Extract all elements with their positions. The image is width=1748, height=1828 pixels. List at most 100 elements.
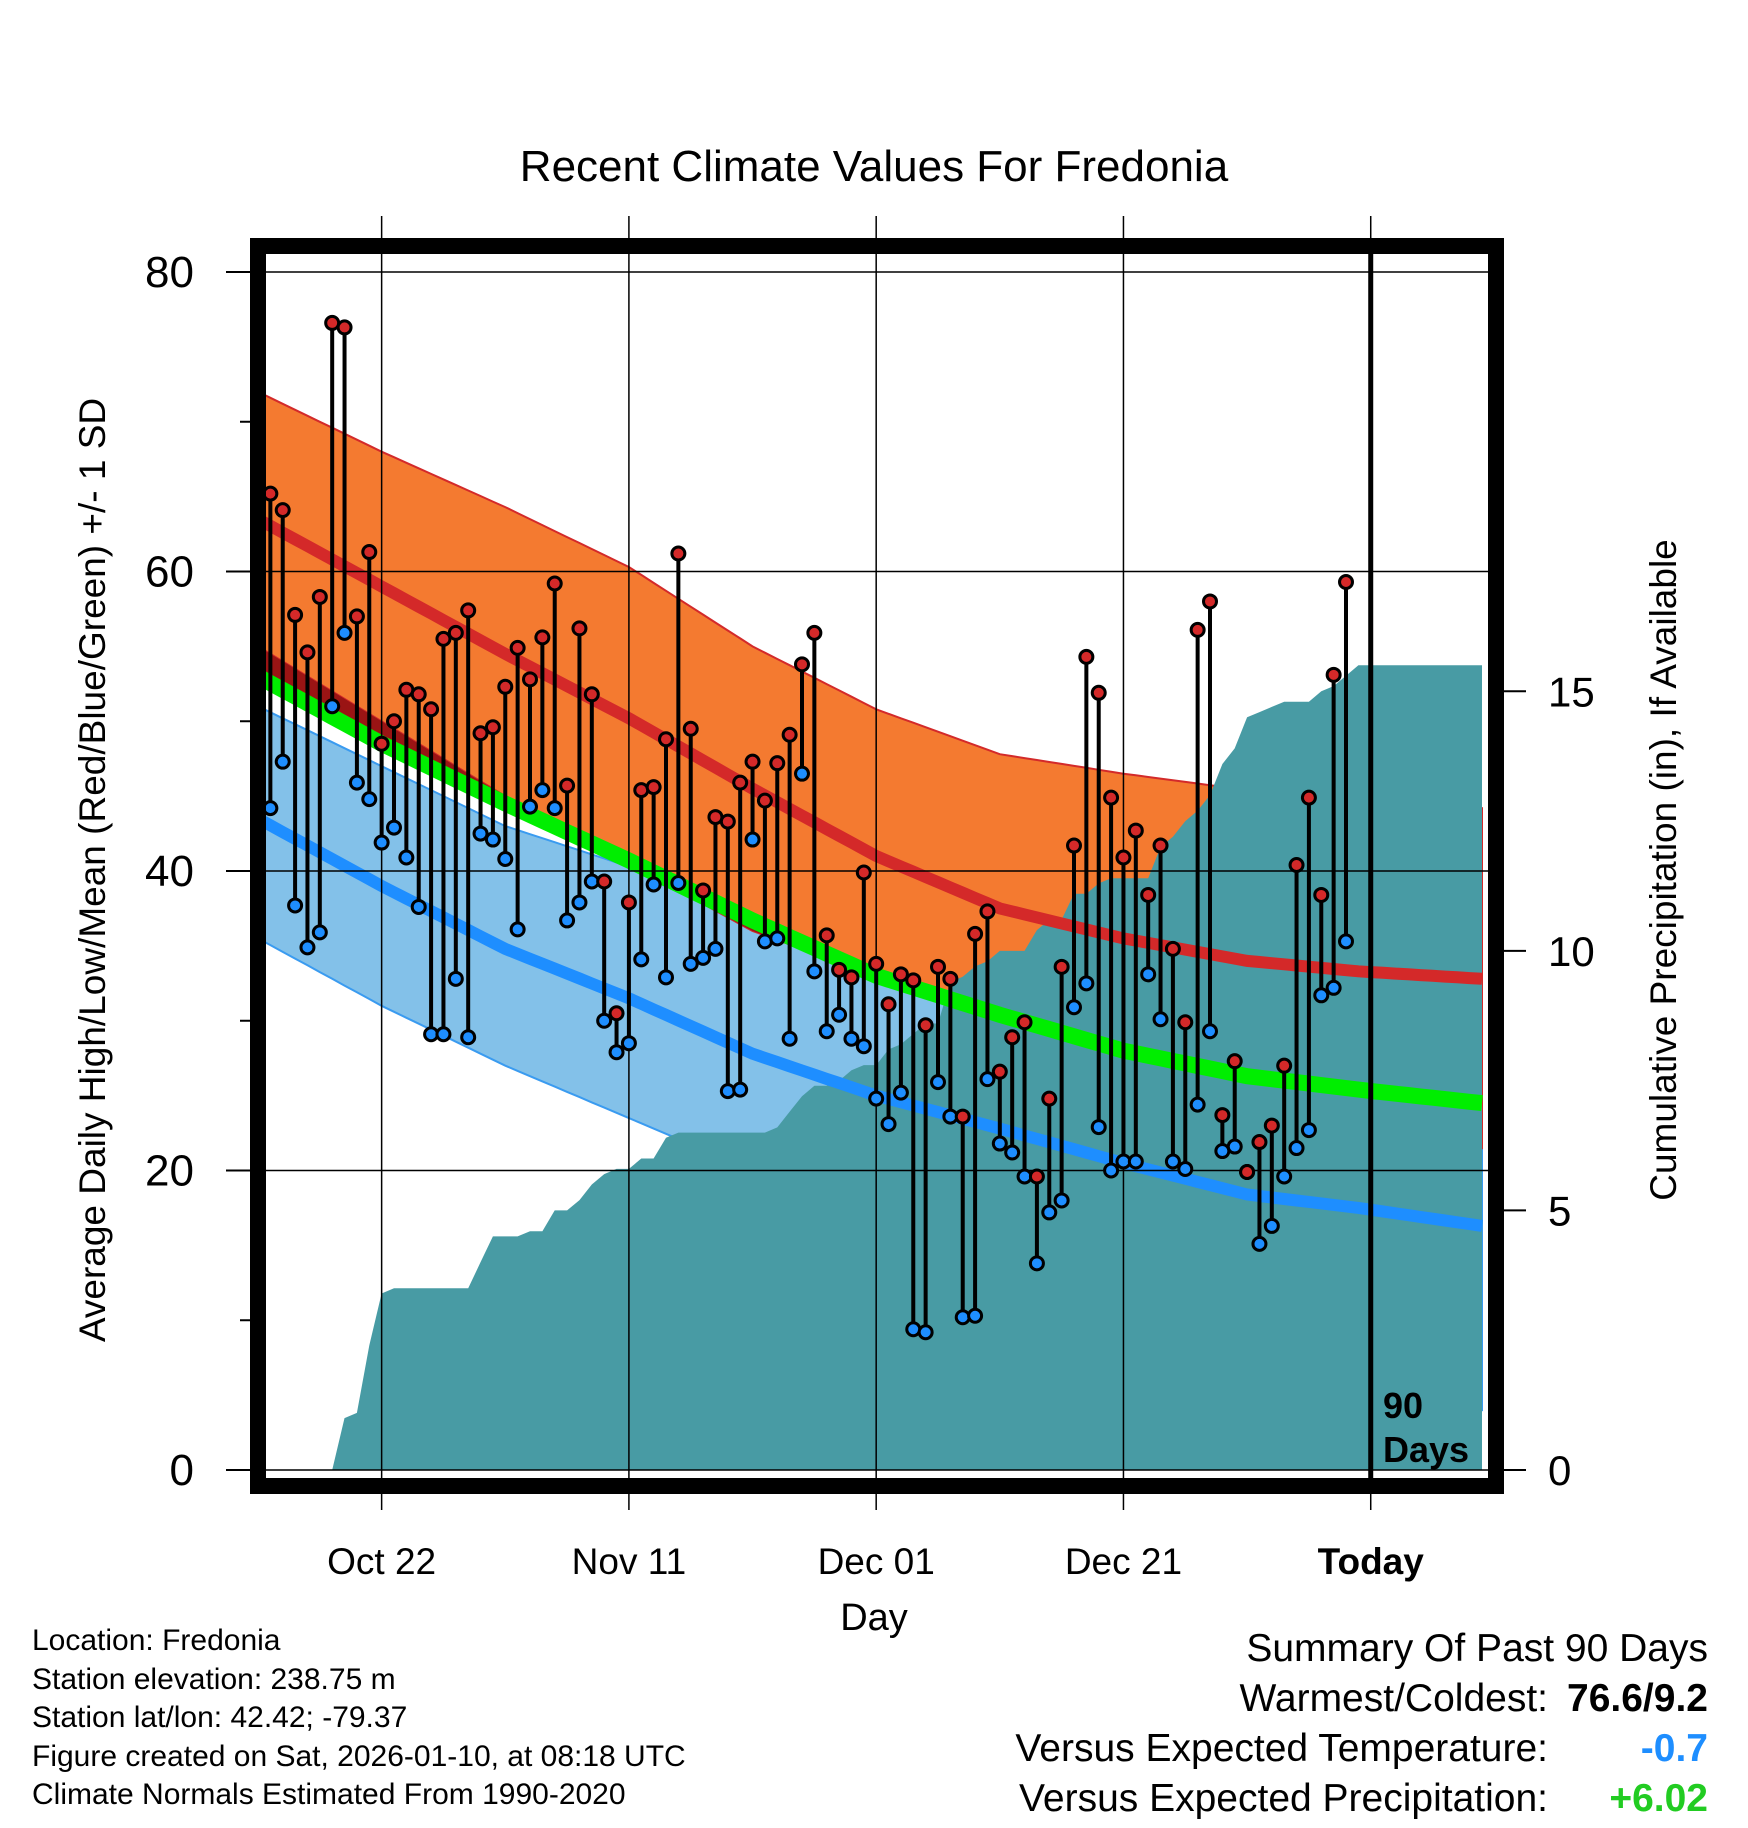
low-point (1313, 987, 1330, 1004)
high-point (1127, 822, 1144, 839)
high-point (794, 656, 810, 673)
precipitation-area (258, 665, 1482, 1470)
high-point (1164, 940, 1181, 957)
x-tick-label: Nov 11 (572, 1541, 687, 1582)
plot-frame (250, 238, 1504, 1494)
info-elevation: Station elevation: 238.75 m (32, 1662, 396, 1696)
low-point (868, 1090, 885, 1107)
mean-normal-line (258, 669, 1483, 1112)
high-point (1041, 1090, 1058, 1107)
high-point (311, 588, 328, 605)
x-tick-label: Oct 22 (327, 1541, 436, 1582)
today-days-label-2: Days (1383, 1429, 1469, 1470)
warm-cold-label: Warmest/Coldest: (1239, 1677, 1548, 1720)
high-point (534, 629, 551, 646)
low-point (435, 1026, 452, 1043)
high-point (1325, 666, 1342, 683)
low-point (1288, 1140, 1305, 1157)
low-point (596, 1012, 613, 1029)
y2-tick-label: 10 (1548, 928, 1595, 975)
high-point (658, 731, 674, 748)
high-point (831, 961, 848, 978)
low-point (1053, 1192, 1070, 1209)
low-point (509, 921, 526, 938)
high-point (1214, 1107, 1231, 1124)
high-point (979, 903, 996, 920)
low-point (484, 831, 501, 848)
low-point (707, 940, 724, 957)
high-point (373, 735, 390, 752)
low-point (1263, 1217, 1280, 1234)
low-point (472, 825, 489, 842)
low-point (1276, 1168, 1293, 1185)
low-point (620, 1035, 637, 1052)
high-point (1226, 1053, 1243, 1070)
low-point (1028, 1255, 1045, 1272)
high-point (1177, 1014, 1194, 1031)
high-point (756, 792, 773, 809)
high-point (1103, 789, 1120, 806)
low-normal-line (258, 813, 1483, 1232)
low-point (287, 897, 304, 914)
low-point (1164, 1153, 1181, 1170)
high-point (868, 955, 885, 972)
high-point (596, 873, 613, 890)
high-point (447, 624, 464, 641)
high-point (1115, 849, 1132, 866)
low-point (917, 1324, 934, 1341)
low-point (645, 876, 662, 893)
low-point (1226, 1138, 1243, 1155)
high-point (818, 927, 835, 944)
low-point (361, 791, 378, 808)
high-point (781, 726, 798, 743)
low-point (818, 1023, 835, 1040)
low-point (336, 624, 353, 641)
y-tick-label: 60 (145, 548, 194, 597)
low-point (1202, 1023, 1218, 1040)
low-point (373, 834, 390, 851)
low-point (447, 970, 464, 987)
low-point (559, 912, 576, 929)
y-tick-label: 0 (170, 1446, 194, 1495)
high-point (608, 1005, 625, 1022)
low-point (1066, 999, 1082, 1016)
summary-title: Summary Of Past 90 Days (1246, 1627, 1708, 1670)
low-point (1004, 1144, 1021, 1161)
low-point (571, 894, 588, 911)
low-point (1325, 979, 1342, 996)
high-point (744, 753, 761, 770)
low-point (1338, 933, 1354, 950)
low-point (460, 1029, 477, 1046)
info-created: Figure created on Sat, 2026-01-10, at 08… (32, 1739, 686, 1773)
high-point (967, 925, 984, 942)
high-point (460, 602, 477, 619)
high-point (435, 630, 452, 647)
high-point (1090, 684, 1107, 701)
high-point (497, 678, 514, 695)
high-point (361, 544, 378, 561)
high-point (423, 701, 440, 718)
high-point (695, 882, 712, 899)
y2-tick-label: 5 (1548, 1187, 1571, 1234)
high-point (484, 719, 501, 736)
high-point (942, 970, 959, 987)
high-point (571, 620, 588, 637)
low-point (497, 851, 514, 868)
low-point (1251, 1235, 1268, 1252)
low-point (682, 955, 699, 972)
low-point (299, 939, 316, 956)
high-point (855, 864, 872, 881)
high-point (546, 575, 563, 592)
high-point (583, 686, 600, 703)
low-point (1152, 1011, 1169, 1028)
y-tick-label: 80 (145, 248, 194, 297)
warm-cold-value: 76.6/9.2 (1567, 1677, 1708, 1720)
low-point (1140, 966, 1157, 983)
high-point (769, 755, 786, 772)
high-point (670, 545, 687, 562)
high-point (336, 319, 353, 336)
low-point (534, 782, 551, 799)
low-point (979, 1071, 996, 1088)
high-point (719, 813, 736, 830)
low-point (1177, 1161, 1194, 1178)
